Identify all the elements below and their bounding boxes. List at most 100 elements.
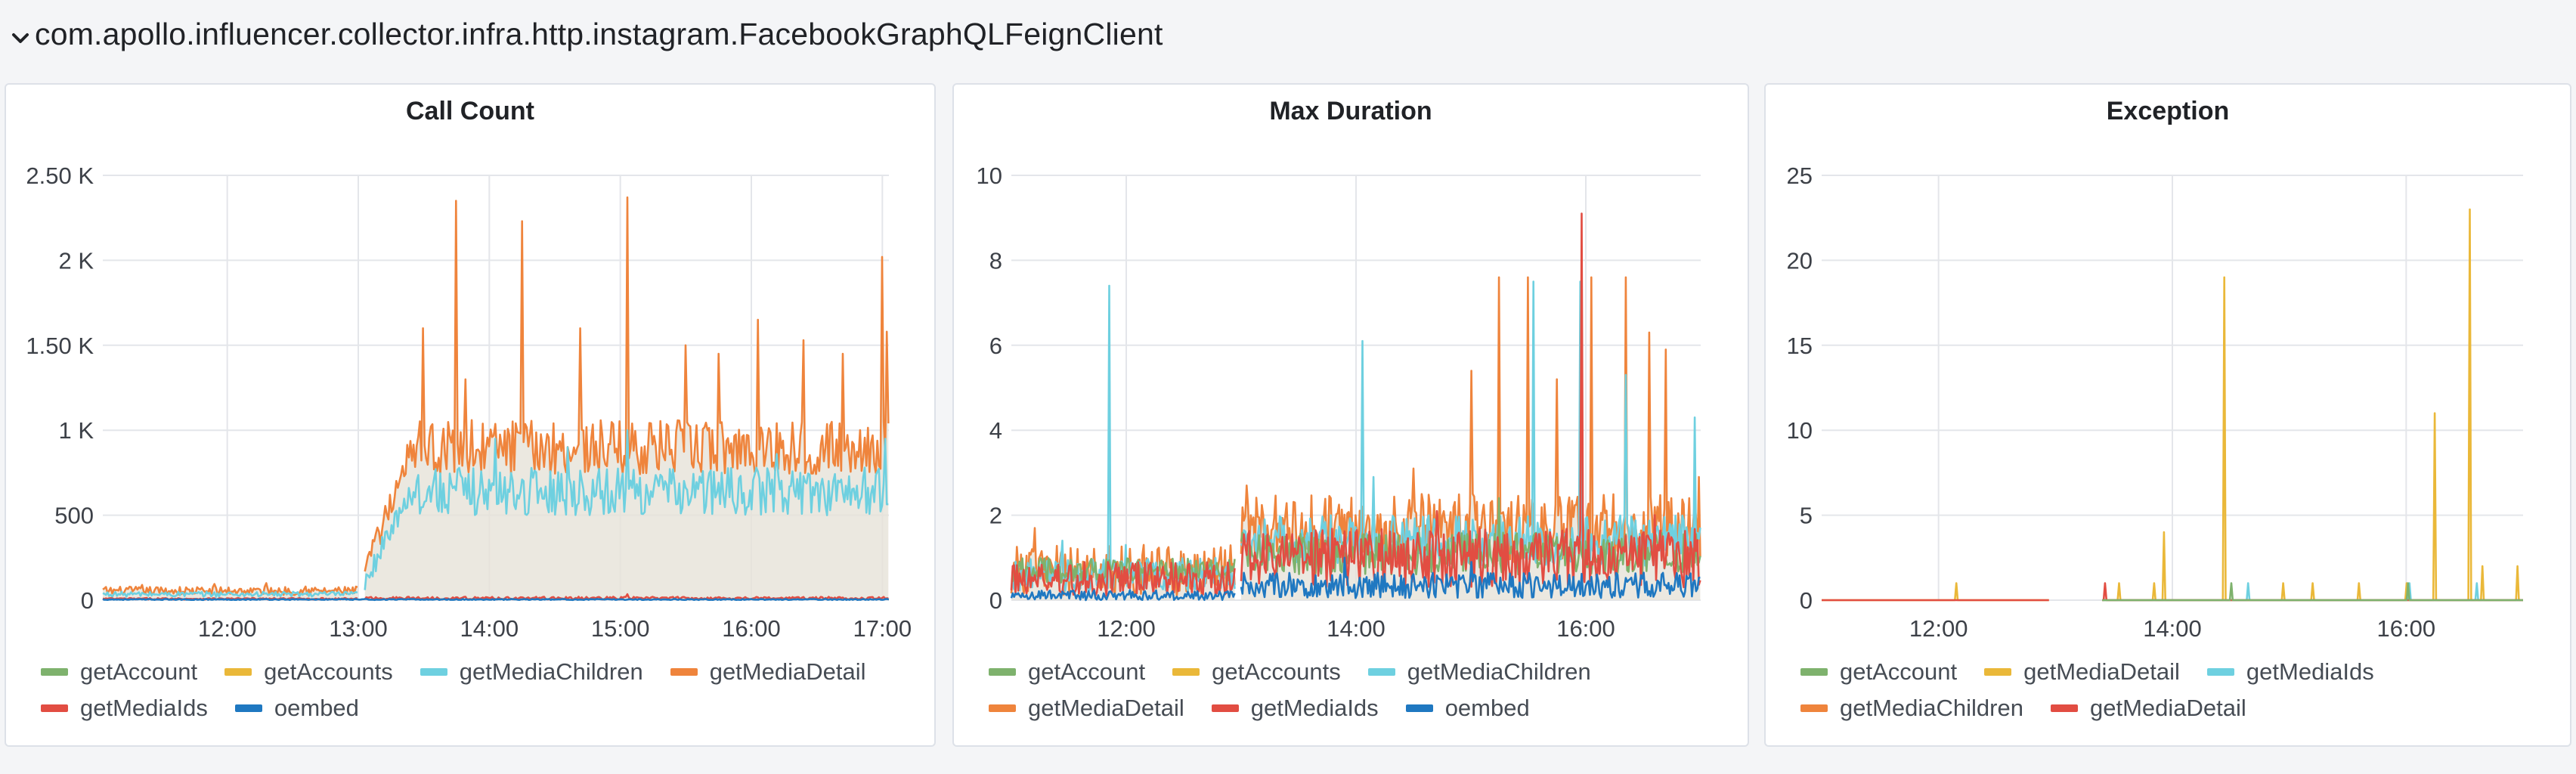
call-count-chart: 0 500 1 K 1.50 K 2 K 2.50 K 12:00 13:00 14:00 15:… — [26, 163, 912, 642]
y-tick-label: 20 — [1787, 247, 1813, 274]
legend-swatch — [41, 704, 68, 712]
legend-item[interactable]: getMediaDetail — [989, 695, 1184, 721]
x-tick-label: 14:00 — [2143, 615, 2202, 642]
legend-label: getMediaDetail — [2089, 695, 2246, 721]
legend-swatch — [234, 704, 262, 712]
legend-item[interactable]: getMediaIds — [2206, 658, 2374, 685]
legend-item[interactable]: getMediaChildren — [1800, 695, 2023, 721]
series-line-oembed[interactable] — [1240, 556, 1701, 599]
panel-title[interactable]: Call Count — [406, 97, 534, 125]
legend: getAccount getMediaDetail getMediaIds ge… — [1800, 658, 2555, 721]
y-tick-label: 2.50 K — [26, 163, 94, 189]
legend-swatch — [670, 668, 698, 676]
y-tick-label: 2 — [989, 503, 1002, 529]
x-tick-label: 16:00 — [722, 615, 781, 642]
series-line-getMediaDetail[interactable] — [364, 196, 890, 572]
legend-swatch — [2050, 704, 2078, 712]
x-tick-label: 15:00 — [591, 615, 650, 642]
legend-swatch — [420, 668, 447, 676]
y-tick-label: 1.50 K — [26, 333, 94, 359]
x-tick-label: 12:00 — [1909, 615, 1968, 642]
legend-label: getMediaDetail — [1028, 695, 1184, 721]
legend-swatch — [41, 668, 68, 676]
row-header: com.apollo.influencer.collector.infra.ht… — [0, 0, 2576, 76]
legend-item[interactable]: getMediaDetail — [1984, 658, 2180, 685]
legend-item[interactable]: getAccount — [1800, 658, 1958, 685]
series-line-getAccount[interactable] — [1011, 557, 1236, 584]
legend-swatch — [989, 704, 1016, 712]
legend-item[interactable]: getAccounts — [224, 658, 393, 685]
y-tick-label: 0 — [989, 587, 1002, 614]
y-tick-label: 25 — [1787, 163, 1813, 189]
legend-label: getMediaChildren — [1840, 695, 2023, 721]
legend-swatch — [1405, 704, 1433, 712]
y-tick-label: 1 K — [58, 417, 94, 444]
series-line-getMediaChildren[interactable] — [1010, 284, 1236, 593]
panel-call-count: Call Count 0 500 1 K 1.50 K 2 K 2.50 K 12:00 13… — [5, 83, 936, 747]
legend: getAccount getAccounts getMediaChildren … — [989, 658, 1732, 721]
legend-label: getAccounts — [1212, 658, 1341, 685]
legend-label: getAccount — [80, 658, 198, 685]
x-tick-label: 16:00 — [2377, 615, 2436, 642]
legend-label: getMediaIds — [2246, 658, 2374, 685]
legend-label: getMediaDetail — [709, 658, 866, 685]
legend-item[interactable]: oembed — [234, 695, 359, 721]
y-tick-label: 10 — [977, 163, 1002, 189]
x-tick-label: 14:00 — [460, 615, 519, 642]
chevron-down-icon[interactable] — [11, 23, 30, 53]
series-line-getMediaIds[interactable] — [364, 593, 889, 601]
legend-label: oembed — [1444, 695, 1530, 721]
y-tick-label: 8 — [989, 247, 1002, 274]
y-tick-label: 0 — [81, 587, 94, 614]
series-line-getMediaChildren[interactable] — [102, 590, 358, 598]
legend-swatch — [2206, 668, 2234, 676]
legend-label: oembed — [274, 695, 359, 721]
series-line-getMediaIds[interactable] — [1240, 212, 1701, 589]
legend-label: getMediaIds — [1250, 695, 1379, 721]
max-duration-chart: 0 2 4 6 8 10 12:00 14:00 16:00 — [977, 163, 1701, 642]
panel-exception: Exception 0 5 10 15 20 25 12:00 14:00 16:00 getA… — [1764, 83, 2571, 747]
legend-swatch — [1984, 668, 2012, 676]
y-tick-label: 4 — [989, 417, 1002, 444]
legend-item[interactable]: getMediaDetail — [2050, 695, 2246, 721]
x-tick-label: 17:00 — [853, 615, 912, 642]
series-line-getAccount[interactable] — [2102, 582, 2523, 602]
legend-item[interactable]: getMediaDetail — [670, 658, 866, 685]
legend-swatch — [1800, 704, 1828, 712]
legend-swatch — [224, 668, 252, 676]
legend-swatch — [1172, 668, 1200, 676]
legend-label: getMediaChildren — [459, 658, 643, 685]
series-line-oembed[interactable] — [1010, 589, 1236, 602]
legend-label: getMediaChildren — [1407, 658, 1591, 685]
y-tick-label: 500 — [54, 503, 94, 529]
y-tick-label: 15 — [1787, 333, 1813, 359]
series-line-getMediaDetail[interactable] — [1822, 582, 2049, 602]
legend-label: getAccount — [1028, 658, 1146, 685]
legend-item[interactable]: getAccount — [989, 658, 1146, 685]
legend-item[interactable]: getMediaChildren — [1367, 658, 1591, 685]
panel-max-duration: Max Duration 0 2 4 6 8 10 12:00 14:00 16:00 getA… — [952, 83, 1749, 747]
legend: getAccount getAccounts getMediaChildren … — [41, 658, 919, 721]
exception-chart: 0 5 10 15 20 25 12:00 14:00 16:00 — [1787, 163, 2523, 642]
legend-item[interactable]: getAccount — [41, 658, 198, 685]
legend-swatch — [1211, 704, 1239, 712]
series-line-getMediaDetail[interactable] — [2102, 208, 2523, 602]
legend-label: getAccounts — [264, 658, 393, 685]
y-tick-label: 0 — [1800, 587, 1813, 614]
legend-item[interactable]: getAccounts — [1172, 658, 1341, 685]
panel-title[interactable]: Max Duration — [1269, 97, 1432, 125]
legend-label: getMediaDetail — [2023, 658, 2180, 685]
legend-item[interactable]: getMediaChildren — [420, 658, 643, 685]
x-tick-label: 13:00 — [329, 615, 388, 642]
legend-item[interactable]: getMediaIds — [1211, 695, 1379, 721]
row-title[interactable]: com.apollo.influencer.collector.infra.ht… — [35, 17, 1163, 51]
legend-item[interactable]: getMediaIds — [41, 695, 208, 721]
legend-label: getAccount — [1840, 658, 1958, 685]
legend-label: getMediaIds — [80, 695, 208, 721]
x-tick-label: 16:00 — [1556, 615, 1615, 642]
y-tick-label: 10 — [1787, 417, 1813, 444]
y-tick-label: 6 — [989, 333, 1002, 359]
panel-title[interactable]: Exception — [2106, 97, 2230, 125]
series-line-getMediaChildren[interactable] — [364, 429, 889, 590]
legend-item[interactable]: oembed — [1405, 695, 1530, 721]
